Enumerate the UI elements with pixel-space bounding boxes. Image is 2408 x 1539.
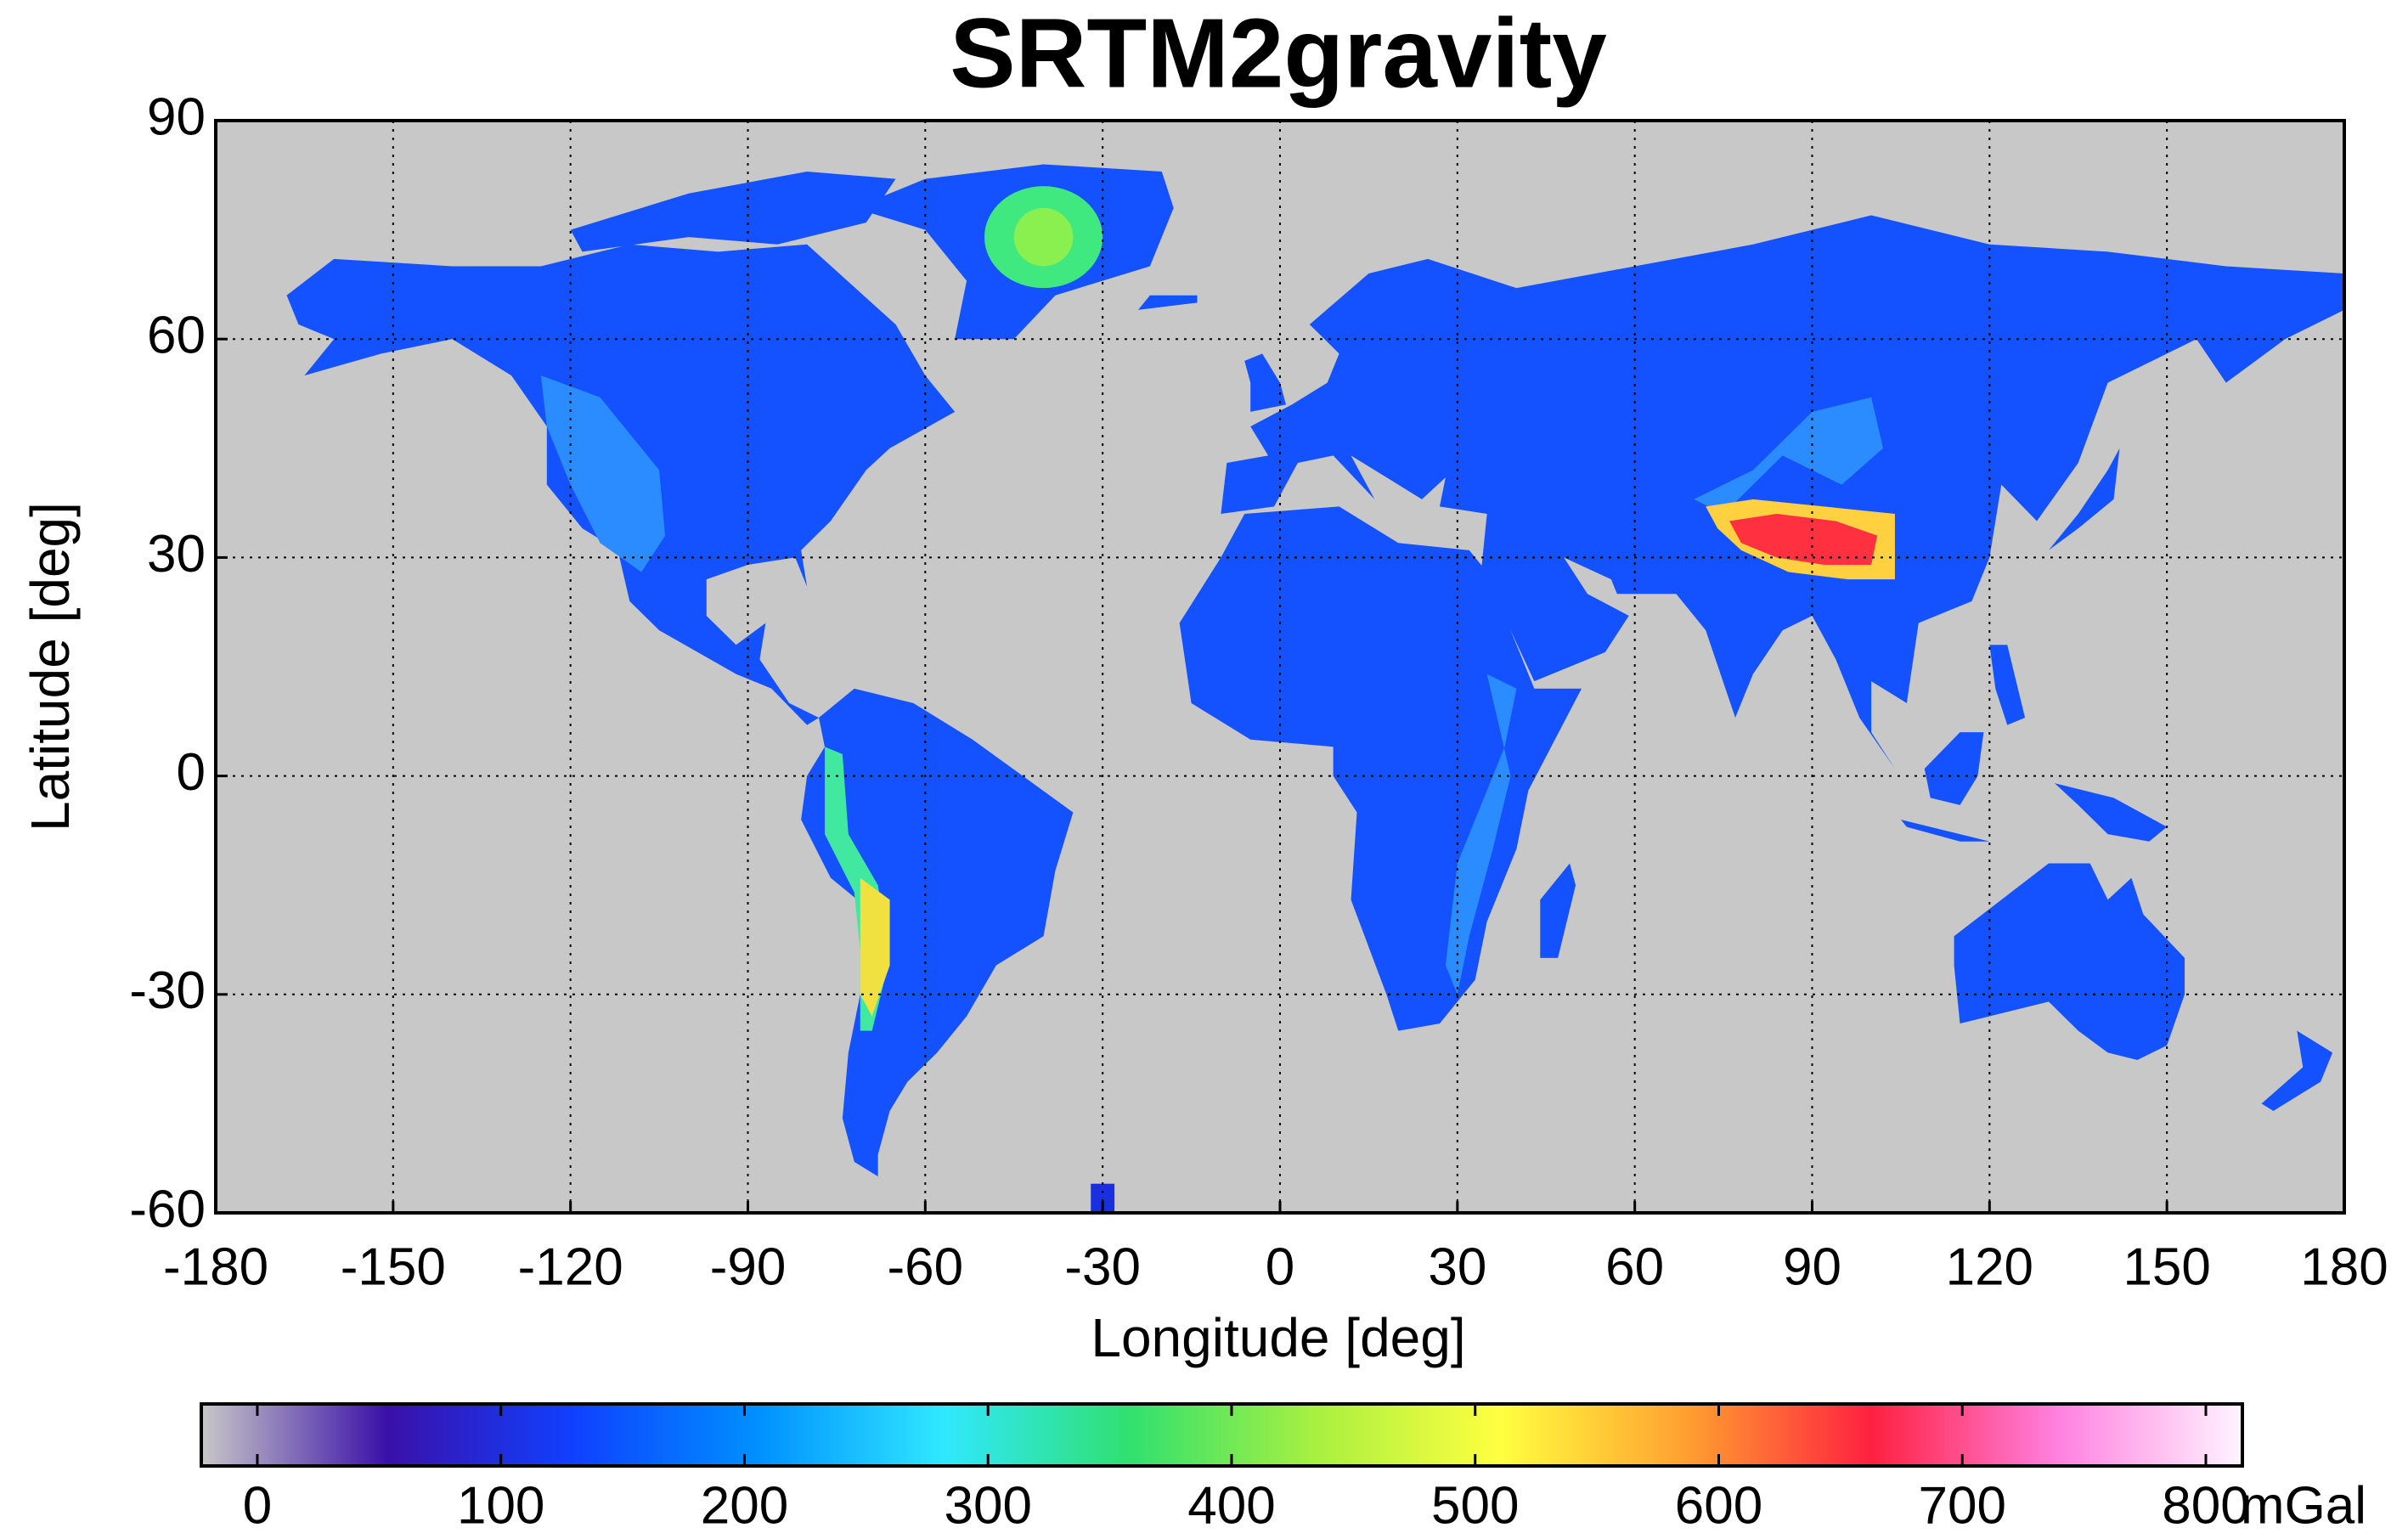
colorbar-tick-label: 100	[457, 1476, 544, 1535]
colorbar-tick-label: 200	[701, 1476, 788, 1535]
highland	[1445, 674, 1517, 995]
land	[570, 172, 896, 252]
map	[286, 164, 2344, 1213]
x-tick-label: -150	[341, 1237, 446, 1296]
x-tick-label: 0	[1266, 1237, 1294, 1296]
land	[2054, 783, 2168, 842]
land	[1179, 506, 1582, 1031]
land	[1221, 215, 2344, 770]
highland	[1729, 513, 1878, 565]
x-tick-label: -30	[1064, 1237, 1141, 1296]
colorbar-tick-label: 600	[1675, 1476, 1762, 1535]
highland	[1694, 397, 1884, 514]
land	[1540, 863, 1576, 958]
y-axis-label: Latitude [deg]	[20, 502, 81, 832]
land	[801, 688, 1074, 1177]
colorbar-tick-label: 300	[944, 1476, 1031, 1535]
x-tick-label: -180	[163, 1237, 268, 1296]
x-tick-label: -60	[888, 1237, 964, 1296]
x-tick-label: 150	[2123, 1237, 2210, 1296]
x-tick-label: 30	[1428, 1237, 1486, 1296]
x-axis-label: Longitude [deg]	[1091, 1307, 1465, 1368]
highland	[540, 375, 666, 572]
x-tick-label: 90	[1783, 1237, 1841, 1296]
x-tick-label: 60	[1605, 1237, 1664, 1296]
y-tick-label: 30	[147, 525, 206, 583]
land	[1924, 732, 1984, 805]
land	[1137, 295, 1198, 310]
highland	[1013, 207, 1074, 267]
colorbar-tick-label: 700	[1919, 1476, 2006, 1535]
y-tick-label: 90	[147, 87, 206, 146]
land	[2048, 448, 2120, 550]
colorbar	[200, 1402, 2244, 1468]
x-tick-label: 120	[1946, 1237, 2033, 1296]
x-tick-label: -120	[518, 1237, 623, 1296]
y-tick-label: 60	[147, 307, 206, 365]
highland	[860, 877, 890, 1017]
y-tick-label: -30	[129, 961, 206, 1020]
land	[2261, 1030, 2333, 1111]
colorbar-tick-label: 400	[1187, 1476, 1275, 1535]
x-tick-label: 180	[2300, 1237, 2388, 1296]
land	[1900, 820, 1990, 842]
colorbar-tick-label: 800	[2162, 1476, 2249, 1535]
y-tick-label: -60	[129, 1180, 206, 1238]
x-tick-label: -90	[710, 1237, 787, 1296]
chart-title: SRTM2gravity	[950, 0, 1607, 109]
land	[1244, 353, 1286, 412]
map-clip	[286, 164, 2344, 1213]
y-tick-label: 0	[177, 743, 206, 802]
land	[1954, 863, 2185, 1060]
colorbar-label: mGal	[2241, 1476, 2366, 1535]
colorbar-tick-label: 0	[243, 1476, 272, 1535]
colorbar-tick-label: 500	[1431, 1476, 1519, 1535]
land	[1989, 645, 2026, 725]
